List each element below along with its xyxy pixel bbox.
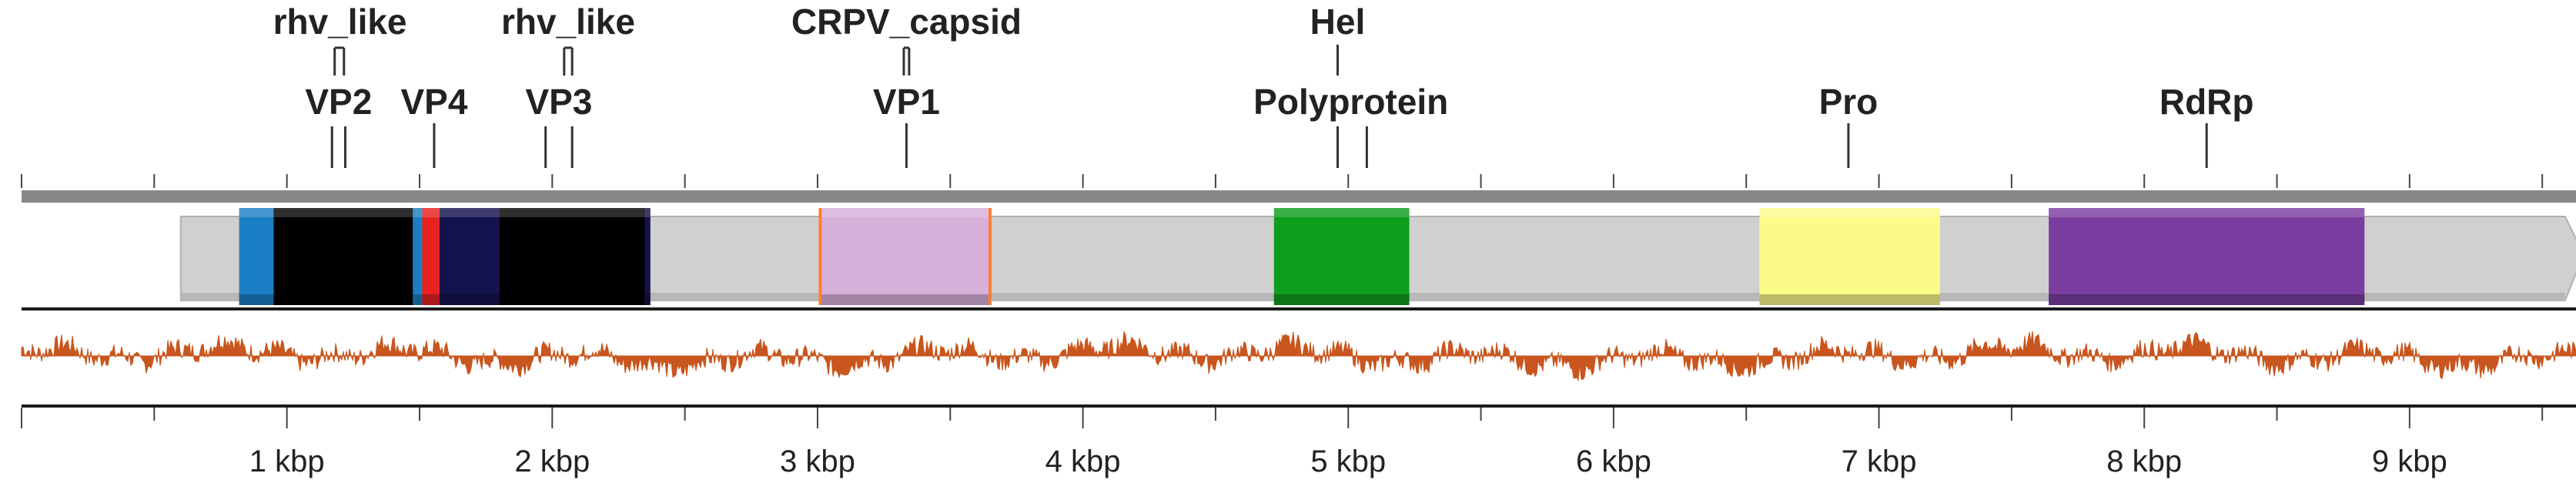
annotation-label[interactable]: Hel: [1310, 2, 1366, 42]
bottom-axis: 1 kbp 2 kbp 3 kbp 4 kbp 5 kbp 6 kbp 7 kbp 8 kbp…: [21, 408, 2544, 478]
annotation-leader: [330, 126, 346, 168]
axis-tick-label: 4 kbp: [1045, 445, 1121, 478]
black-domain-1[interactable]: [273, 208, 413, 305]
annotation-label[interactable]: Pro: [1819, 82, 1878, 122]
axis-tick-label: 1 kbp: [249, 445, 325, 478]
yellow-domain[interactable]: [1759, 208, 1940, 305]
axis-tick-label: 5 kbp: [1310, 445, 1386, 478]
annotation-labels: VP2 VP4 VP3 VP1 Polyprotein Pro RdRp rhv_like rh…: [273, 2, 2254, 168]
annotation-label[interactable]: rhv_like: [501, 2, 635, 42]
annotation-leader: [544, 126, 574, 168]
navy-edge-domain[interactable]: [644, 208, 651, 305]
annotation-leader: [333, 46, 346, 76]
gc-deviation-area: [21, 330, 2576, 382]
ruler-bar: [22, 190, 2576, 203]
annotation-label[interactable]: VP4: [400, 82, 467, 122]
axis-tick-label: 9 kbp: [2372, 445, 2447, 478]
lilac-domain[interactable]: [818, 208, 992, 305]
black-domain-2[interactable]: [499, 208, 645, 305]
green-domain[interactable]: [1273, 208, 1410, 305]
gc-content-plot: [21, 330, 2576, 382]
axis-tick-label: 8 kbp: [2106, 445, 2182, 478]
navy-domain[interactable]: [439, 208, 500, 305]
annotation-leader: [1336, 126, 1368, 168]
annotation-label[interactable]: CRPV_capsid: [791, 2, 1022, 42]
annotation-label[interactable]: RdRp: [2159, 82, 2254, 122]
annotation-label[interactable]: Polyprotein: [1253, 82, 1448, 122]
axis-tick-label: 3 kbp: [780, 445, 855, 478]
annotation-label[interactable]: VP1: [873, 82, 940, 122]
blue-domain[interactable]: [239, 208, 274, 305]
annotation-label[interactable]: VP2: [305, 82, 372, 122]
red-domain[interactable]: [422, 208, 440, 305]
sequence-track[interactable]: [179, 208, 2576, 305]
annotation-leader: [902, 46, 911, 76]
axis-tick-label: 2 kbp: [514, 445, 590, 478]
blue-thin-domain[interactable]: [413, 208, 423, 305]
purple-domain[interactable]: [2049, 208, 2365, 305]
axis-tick-label: 6 kbp: [1576, 445, 1651, 478]
annotation-label[interactable]: VP3: [525, 82, 592, 122]
annotation-leader: [563, 46, 574, 76]
axis-tick-label: 7 kbp: [1842, 445, 1917, 478]
annotation-label[interactable]: rhv_like: [273, 2, 407, 42]
top-ruler: [21, 174, 2544, 188]
